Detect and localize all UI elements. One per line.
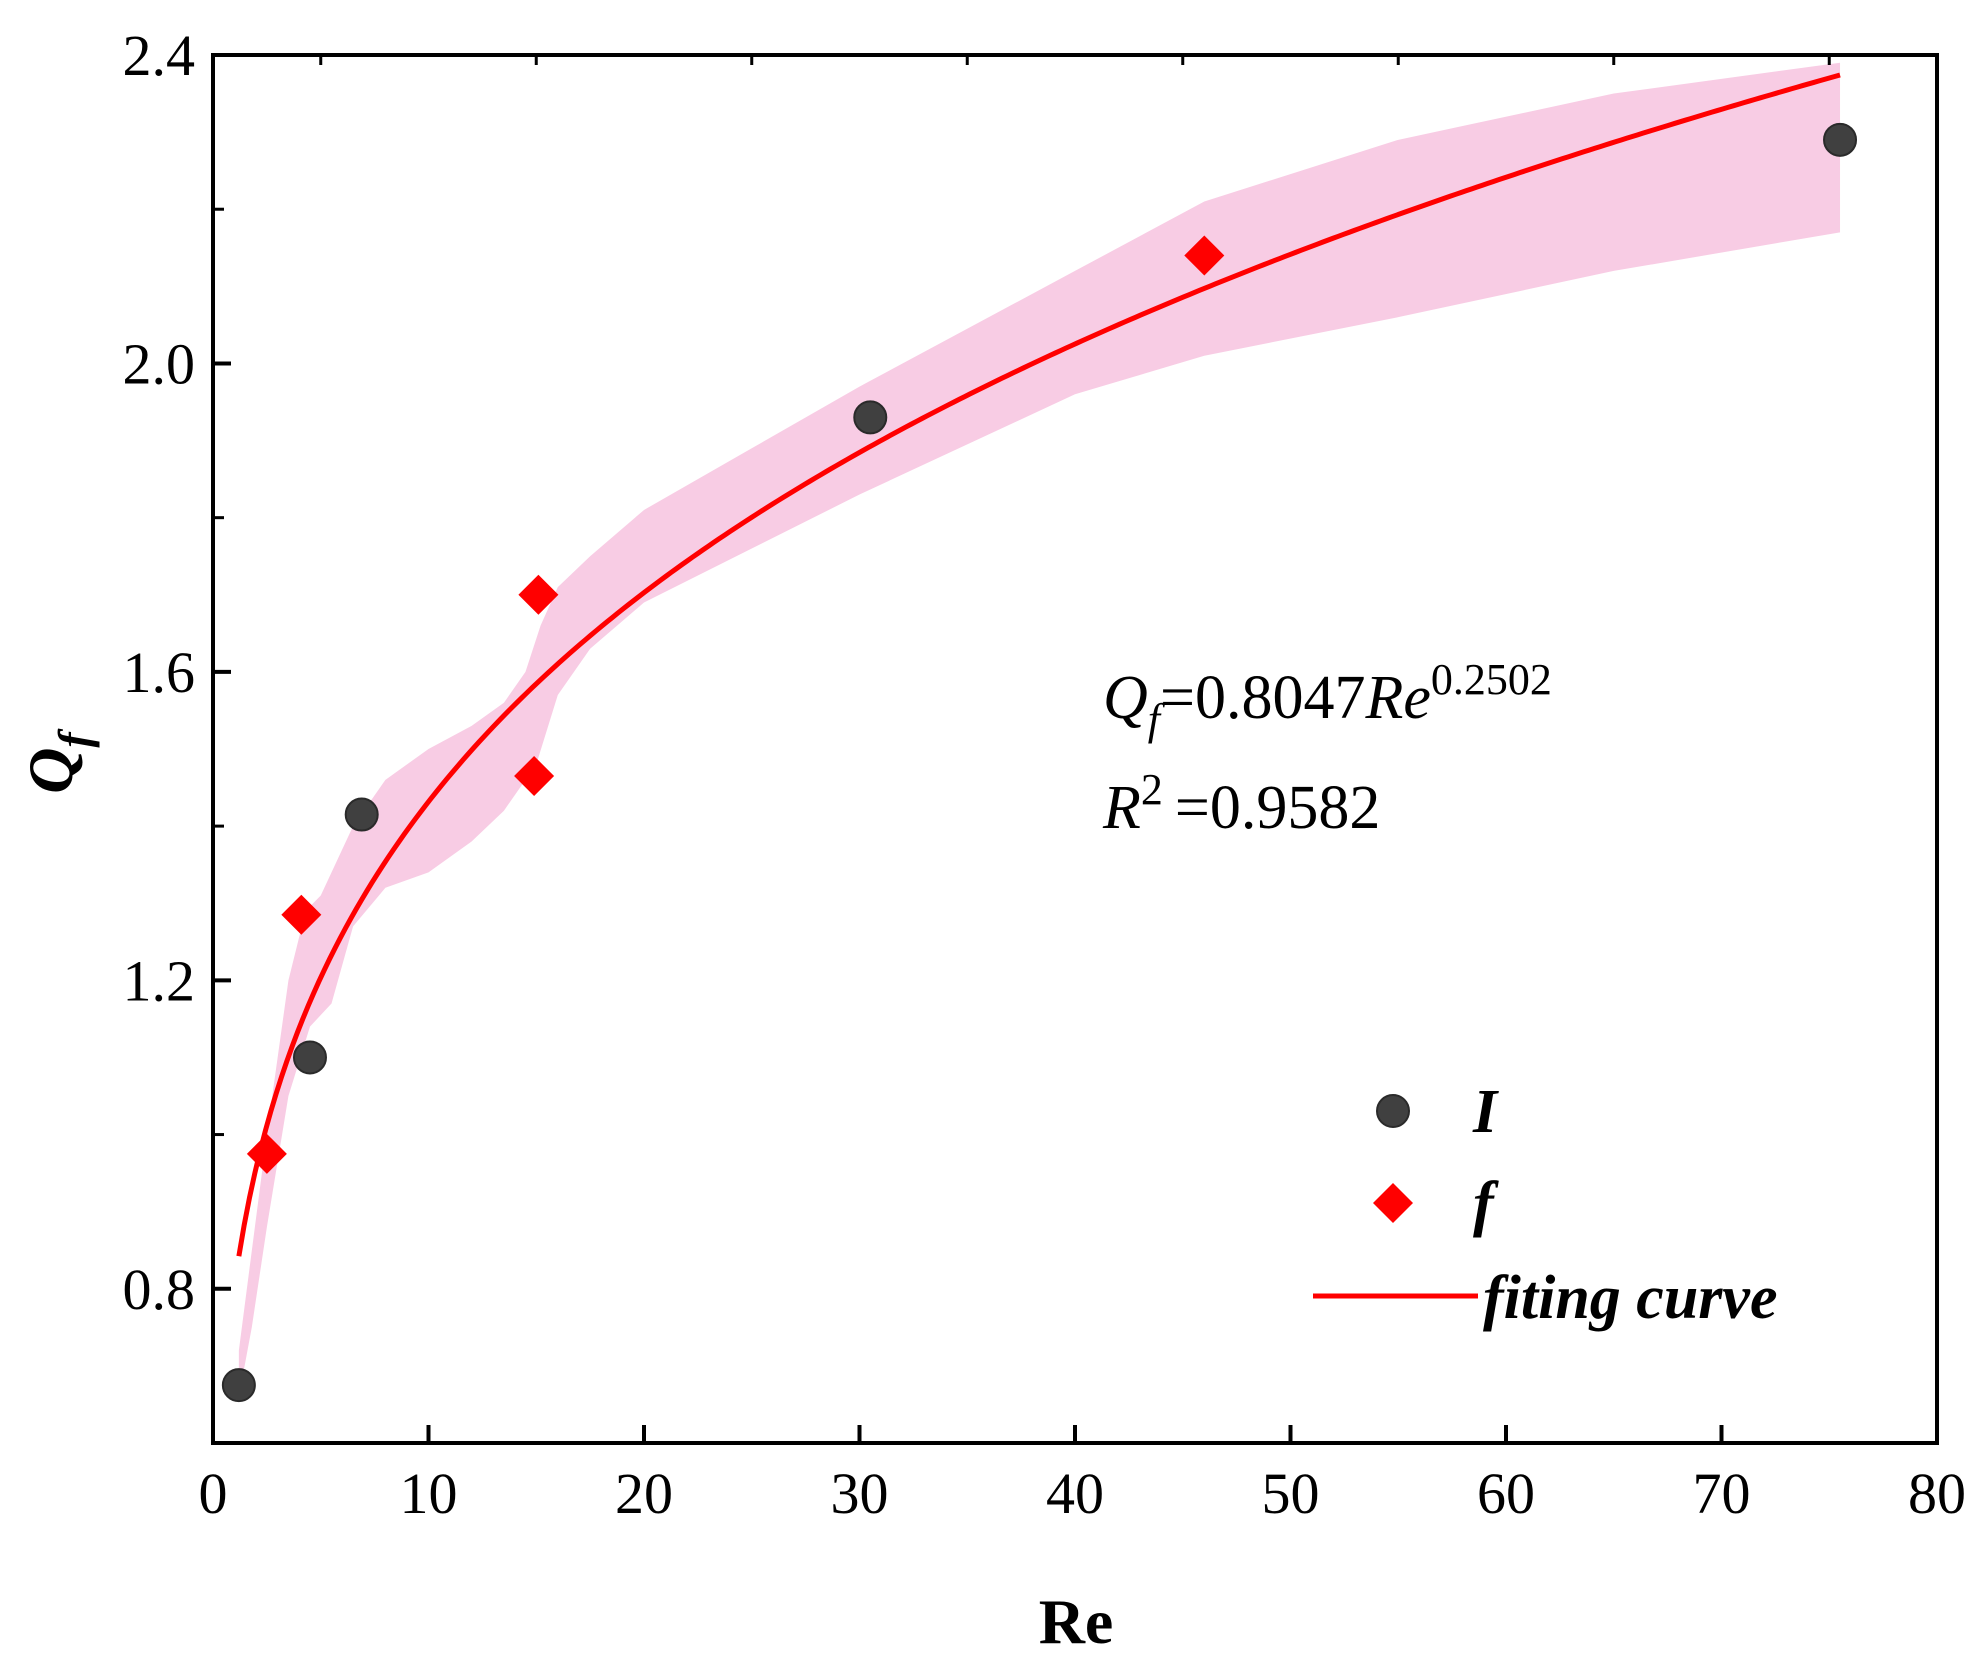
x-tick-label-1: 10 (400, 1461, 458, 1526)
x-tick-label-6: 60 (1477, 1461, 1535, 1526)
r-squared-value: =0.9582 (1175, 774, 1380, 842)
y-tick-label-3: 2.0 (123, 331, 196, 396)
data-point-i-3 (853, 400, 888, 435)
data-point-f-1 (281, 894, 322, 935)
x-axis: 0 10 20 30 40 50 60 70 80 (199, 55, 1966, 1526)
legend-label-i: I (1472, 1078, 1499, 1146)
r-squared-exponent: 2 (1141, 765, 1163, 814)
data-point-f-3 (518, 574, 559, 615)
y-axis-title-main: Q (15, 748, 86, 794)
data-point-f-4 (1184, 235, 1225, 276)
r-squared-symbol: R (1102, 774, 1141, 842)
r-squared-annotation: R2 =0.9582 (1102, 765, 1380, 842)
fitting-curve-layer (236, 72, 1841, 1257)
confidence-band (238, 62, 1841, 1397)
data-point-i-0 (221, 1368, 256, 1403)
x-axis-title: Re (1039, 1586, 1114, 1657)
data-point-f-2 (514, 755, 555, 796)
data-point-i-1 (292, 1040, 327, 1075)
equation-coefficient: =0.8047 (1160, 664, 1365, 732)
legend-label-fitting-curve: fiting curve (1483, 1264, 1777, 1332)
x-tick-label-7: 70 (1693, 1461, 1751, 1526)
x-tick-label-5: 50 (1262, 1461, 1320, 1526)
equation-lhs: Q (1103, 664, 1148, 732)
y-tick-label-2: 1.6 (123, 640, 196, 705)
fitting-curve-line (236, 72, 1841, 1257)
equation-variable: Re (1364, 664, 1430, 732)
x-tick-label-8: 80 (1908, 1461, 1966, 1526)
equation-exponent: 0.2502 (1431, 655, 1552, 704)
legend-marker-i (1376, 1094, 1410, 1128)
data-point-i-2 (344, 797, 379, 832)
x-tick-label-3: 30 (831, 1461, 889, 1526)
data-point-f-0 (246, 1133, 287, 1174)
confidence-band-layer (238, 62, 1841, 1397)
x-tick-label-4: 40 (1046, 1461, 1104, 1526)
y-tick-label-4: 2.4 (123, 23, 196, 88)
x-tick-label-2: 20 (615, 1461, 673, 1526)
data-points-layer (221, 122, 1858, 1403)
y-tick-label-0: 0.8 (123, 1257, 196, 1322)
y-axis-title: Qf (15, 728, 100, 794)
y-axis: 0.8 1.2 1.6 2.0 2.4 (123, 23, 231, 1322)
legend-marker-f (1373, 1183, 1413, 1223)
x-tick-label-0: 0 (199, 1461, 228, 1526)
y-tick-label-1: 1.2 (123, 948, 196, 1013)
equation-annotation: Qf=0.8047Re0.2502 (1103, 655, 1552, 744)
data-point-i-4 (1823, 122, 1858, 157)
y-axis-title-sub: f (49, 728, 100, 748)
